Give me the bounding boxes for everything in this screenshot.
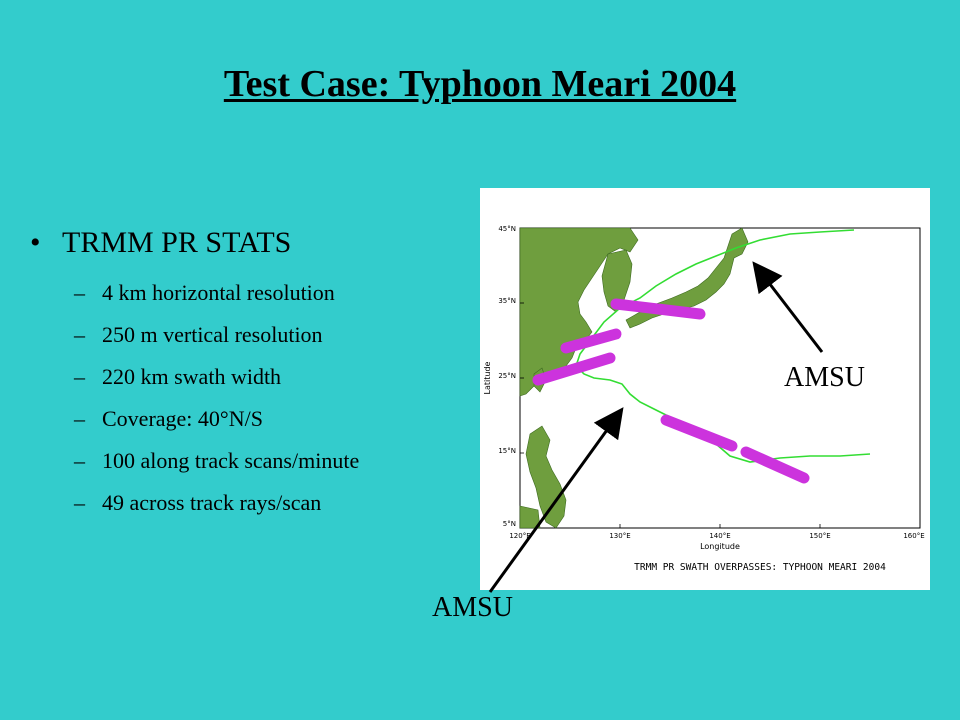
y-axis-label: Latitude <box>483 361 492 394</box>
stats-list: –4 km horizontal resolution –250 m verti… <box>74 278 359 530</box>
swath-5 <box>740 446 810 484</box>
map-caption: TRMM PR SWATH OVERPASSES: TYPHOON MEARI … <box>634 562 886 573</box>
y-tick-label: 35°N <box>498 297 516 305</box>
tick-marks <box>520 302 821 528</box>
y-axis-ticks: 45°N 35°N 25°N 15°N 5°N <box>498 225 516 528</box>
main-bullet: • TRMM PR STATS <box>30 226 291 260</box>
y-tick-label: 25°N <box>498 372 516 380</box>
y-tick-label: 15°N <box>498 447 516 455</box>
x-tick-label: 160°E <box>903 532 924 540</box>
y-tick-label: 5°N <box>503 520 516 528</box>
dash-icon: – <box>74 490 85 515</box>
land-indonesia <box>519 505 541 529</box>
list-item: –220 km swath width <box>74 362 359 404</box>
main-bullet-label: TRMM PR STATS <box>62 226 292 259</box>
swath-1 <box>532 352 616 386</box>
swath-map-figure: 45°N 35°N 25°N 15°N 5°N 120°E 130°E 140°… <box>480 188 930 590</box>
x-axis-ticks: 120°E 130°E 140°E 150°E 160°E <box>509 532 924 540</box>
y-tick-label: 45°N <box>498 225 516 233</box>
list-item: –250 m vertical resolution <box>74 320 359 362</box>
dash-icon: – <box>74 364 85 389</box>
x-axis-label: Longitude <box>700 542 740 551</box>
swath-2 <box>560 328 622 354</box>
typhoon-track-line <box>575 229 871 463</box>
swath-overpasses <box>532 298 810 484</box>
x-tick-label: 140°E <box>709 532 730 540</box>
arrow-amsu-bottom <box>488 407 624 593</box>
arrow-amsu-right <box>752 261 824 353</box>
dash-icon: – <box>74 448 85 473</box>
swath-map: 45°N 35°N 25°N 15°N 5°N 120°E 130°E 140°… <box>483 225 925 573</box>
slide-title: Test Case: Typhoon Meari 2004 <box>223 63 737 105</box>
dash-icon: – <box>74 322 85 347</box>
list-item: –4 km horizontal resolution <box>74 278 359 320</box>
dash-icon: – <box>74 280 85 305</box>
x-tick-label: 120°E <box>509 532 530 540</box>
list-item: – Coverage: 40°N/S <box>74 404 359 446</box>
x-tick-label: 150°E <box>809 532 830 540</box>
x-tick-label: 130°E <box>609 532 630 540</box>
bullet-dot-icon: • <box>30 226 41 259</box>
swath-4 <box>660 414 738 452</box>
amsu-label-right: AMSU <box>784 362 865 393</box>
swath-3 <box>610 298 706 320</box>
dash-icon: – <box>74 406 85 431</box>
list-item: –49 across track rays/scan <box>74 488 359 530</box>
list-item: –100 along track scans/minute <box>74 446 359 488</box>
amsu-label-bottom: AMSU <box>432 592 513 623</box>
